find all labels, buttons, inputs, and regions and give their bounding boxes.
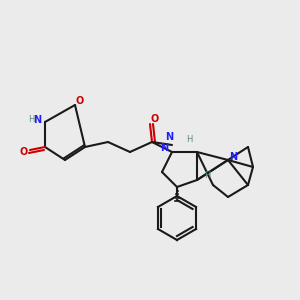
Text: N: N [33,115,41,125]
Text: H: H [186,136,192,145]
Text: H: H [204,170,210,179]
Text: O: O [20,147,28,157]
Text: N: N [160,143,168,153]
Text: O: O [151,114,159,124]
Text: N: N [165,132,173,142]
Text: H: H [28,116,34,124]
Text: N: N [229,152,237,162]
Text: O: O [76,96,84,106]
